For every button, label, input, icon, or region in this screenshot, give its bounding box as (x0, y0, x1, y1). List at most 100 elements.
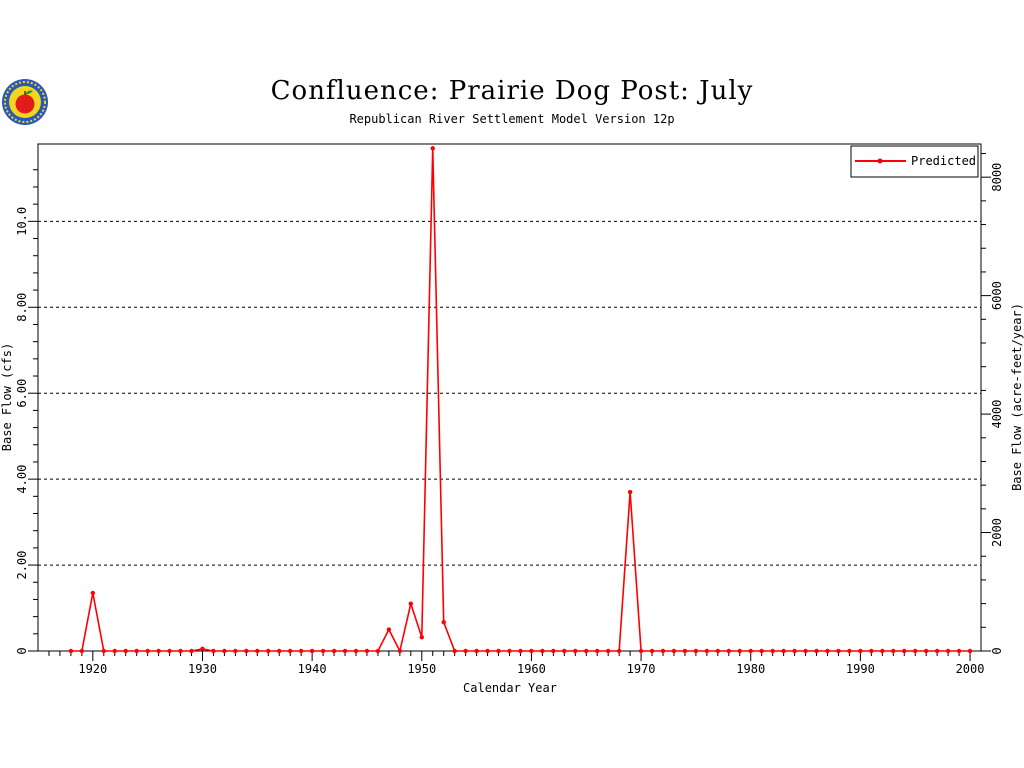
grid-lines (38, 220, 981, 566)
x-tick-label-8: 2000 (956, 662, 985, 676)
data-point (277, 648, 282, 654)
data-point (660, 648, 666, 654)
x-tick-label-4: 1960 (517, 662, 546, 676)
data-point (595, 648, 600, 654)
y2-tick-label-0: 0 (990, 647, 1004, 654)
y-axis: 0 2.00 4.00 6.00 8.00 10.0 (15, 169, 38, 655)
data-point (408, 601, 414, 606)
data-point (496, 648, 501, 654)
y2-axis-label: Base Flow (acre-feet/year) (1010, 303, 1024, 491)
y2-tick-label-3: 6000 (990, 281, 1004, 310)
data-point (573, 648, 578, 654)
data-point (605, 648, 611, 654)
data-point (869, 648, 874, 654)
data-point (671, 648, 677, 654)
data-point (945, 648, 951, 654)
data-point (825, 648, 830, 654)
data-point (244, 648, 249, 654)
x-axis: 1920 1930 1940 1950 1960 1970 1980 1990 2000 (48, 651, 985, 676)
chart-title: Confluence: Prairie Dog Post: July (270, 76, 754, 106)
y-tick-label-1: 2.00 (15, 551, 29, 580)
data-point (298, 648, 304, 654)
data-point (463, 648, 468, 654)
data-point (68, 648, 74, 654)
data-point (320, 648, 326, 654)
data-point (134, 648, 139, 654)
y2-tick-label-1: 2000 (990, 518, 1004, 547)
data-point (233, 648, 238, 654)
data-point (518, 648, 523, 654)
data-point (266, 648, 271, 654)
series-line-0 (70, 147, 971, 652)
data-point (847, 648, 852, 654)
legend: Predicted (850, 145, 979, 178)
y-axis-label: Base Flow (cfs) (0, 343, 14, 451)
apple-seal-icon (0, 78, 52, 134)
data-point (529, 648, 534, 654)
data-point (167, 648, 172, 654)
x-tick-label-6: 1980 (736, 662, 765, 676)
y-tick-label-0: 0 (15, 647, 29, 654)
data-point (803, 648, 808, 654)
data-point (814, 648, 819, 654)
data-point (474, 648, 479, 654)
data-point (836, 648, 841, 654)
data-point (649, 648, 655, 654)
x-tick-label-0: 1920 (78, 662, 107, 676)
y-tick-label-3: 6.00 (15, 379, 29, 408)
data-point (342, 648, 348, 654)
data-point (715, 648, 721, 654)
data-point (430, 146, 435, 151)
data-point (934, 648, 940, 654)
y2-tick-label-4: 8000 (990, 163, 1004, 192)
data-point (101, 648, 106, 654)
chart-subtitle: Republican River Settlement Model Versio… (349, 112, 675, 126)
plot-frame (37, 143, 982, 652)
x-tick-label-5: 1970 (627, 662, 656, 676)
data-point (452, 648, 457, 654)
data-point (759, 648, 764, 654)
data-point (770, 648, 775, 654)
data-point (748, 648, 753, 654)
data-point (704, 648, 710, 654)
data-point (189, 648, 194, 654)
data-point (584, 648, 589, 654)
data-point (156, 648, 161, 654)
data-point (781, 648, 786, 654)
data-point (540, 648, 545, 654)
data-point (386, 627, 392, 632)
data-point (551, 648, 556, 654)
data-point (616, 648, 622, 654)
data-point (880, 648, 885, 654)
data-point (792, 648, 797, 654)
data-point (145, 648, 150, 654)
data-point (309, 648, 315, 654)
legend-marker (877, 158, 883, 164)
data-point (902, 648, 907, 654)
data-point (562, 648, 567, 654)
data-point (112, 648, 117, 654)
data-point (211, 648, 216, 654)
y-tick-label-4: 8.00 (15, 293, 29, 322)
data-point (507, 648, 512, 654)
data-point (726, 648, 732, 654)
data-point (331, 648, 337, 654)
data-point (255, 648, 260, 654)
y2-axis: 0 2000 4000 6000 8000 (981, 152, 1004, 655)
data-point (737, 648, 742, 654)
data-point (693, 648, 699, 654)
data-point (967, 648, 973, 654)
data-point (891, 648, 896, 654)
y-tick-label-5: 10.0 (15, 207, 29, 236)
x-tick-label-2: 1940 (298, 662, 327, 676)
data-point (200, 646, 205, 652)
data-point (956, 648, 962, 654)
x-tick-label-1: 1930 (188, 662, 217, 676)
data-point (682, 648, 688, 654)
x-tick-label-3: 1950 (407, 662, 436, 676)
data-point (419, 635, 424, 640)
data-point (913, 648, 918, 654)
data-point (638, 648, 644, 654)
